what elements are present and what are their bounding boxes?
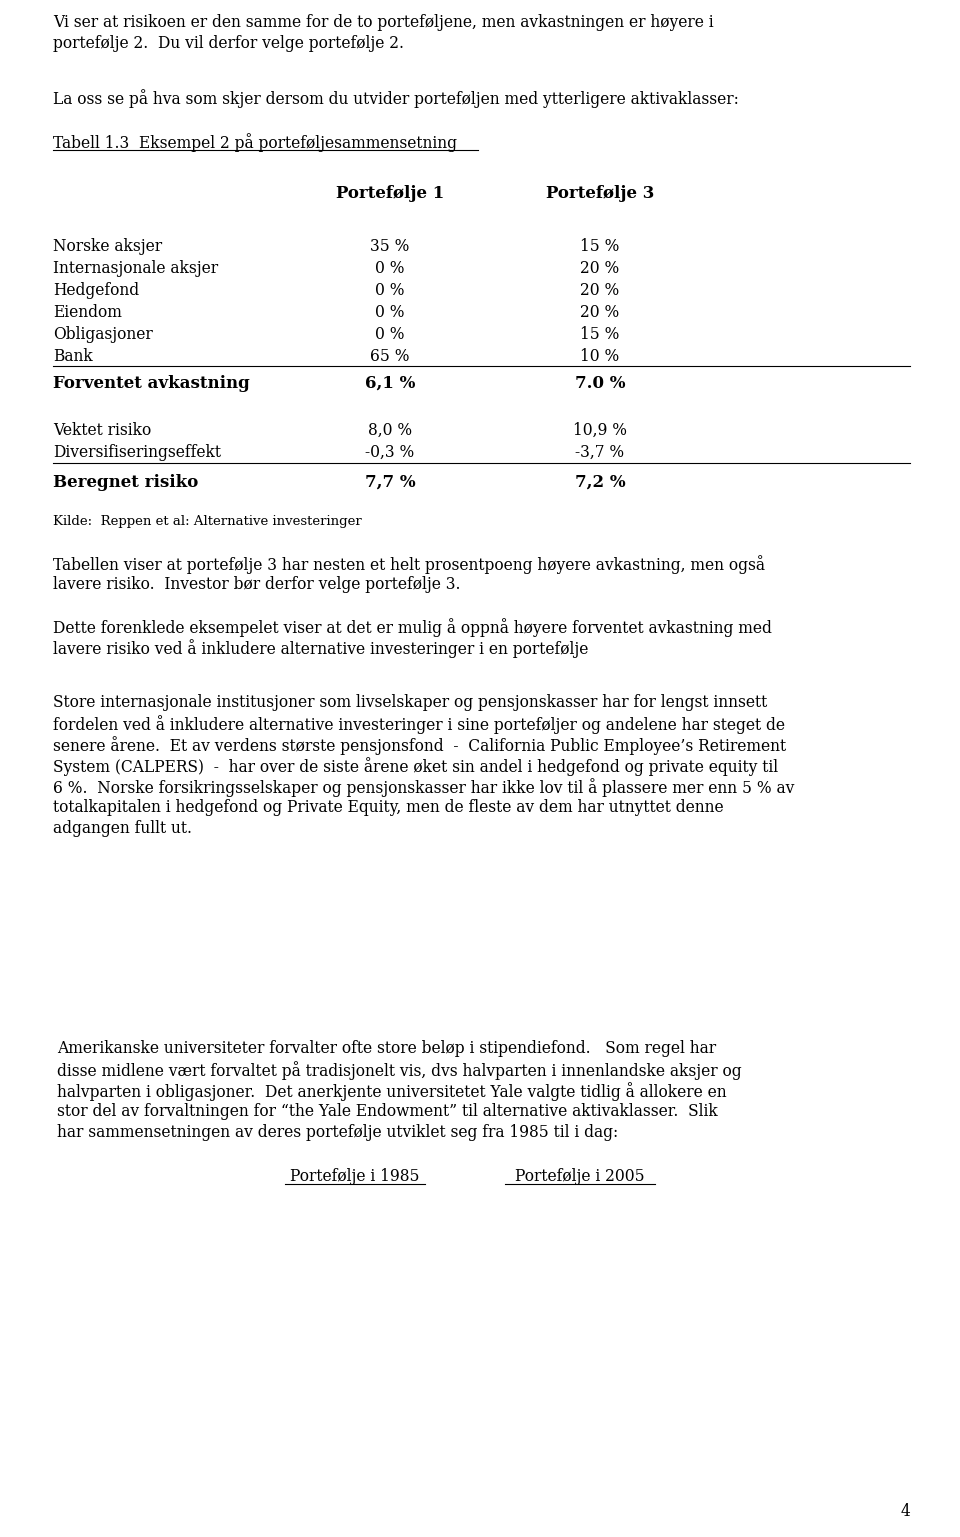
Text: fordelen ved å inkludere alternative investeringer i sine porteføljer og andelen: fordelen ved å inkludere alternative inv… <box>53 715 785 733</box>
Text: 7,7 %: 7,7 % <box>365 473 416 490</box>
Text: 0 %: 0 % <box>375 304 405 321</box>
Text: 6,1 %: 6,1 % <box>365 375 415 392</box>
Text: adgangen fullt ut.: adgangen fullt ut. <box>53 821 192 838</box>
Text: 0 %: 0 % <box>375 281 405 300</box>
Text: stor del av forvaltningen for “the Yale Endowment” til alternative aktivaklasser: stor del av forvaltningen for “the Yale … <box>57 1104 718 1120</box>
Text: lavere risiko.  Investor bør derfor velge portefølje 3.: lavere risiko. Investor bør derfor velge… <box>53 576 461 593</box>
Text: 15 %: 15 % <box>580 238 620 255</box>
Text: Dette forenklede eksempelet viser at det er mulig å oppnå høyere forventet avkas: Dette forenklede eksempelet viser at det… <box>53 618 772 636</box>
Text: 10 %: 10 % <box>581 347 619 364</box>
Text: Amerikanske universiteter forvalter ofte store beløp i stipendiefond.   Som rege: Amerikanske universiteter forvalter ofte… <box>57 1041 716 1057</box>
Text: Tabellen viser at portefølje 3 har nesten et helt prosentpoeng høyere avkastning: Tabellen viser at portefølje 3 har neste… <box>53 555 765 573</box>
Text: Portefølje i 1985: Portefølje i 1985 <box>290 1168 420 1185</box>
Text: 35 %: 35 % <box>371 238 410 255</box>
Text: 7.0 %: 7.0 % <box>575 375 625 392</box>
Text: -0,3 %: -0,3 % <box>366 444 415 461</box>
Text: 15 %: 15 % <box>580 326 620 343</box>
Text: Bank: Bank <box>53 347 93 364</box>
Text: Eiendom: Eiendom <box>53 304 122 321</box>
Text: 20 %: 20 % <box>581 281 619 300</box>
Text: 0 %: 0 % <box>375 260 405 277</box>
Text: halvparten i obligasjoner.  Det anerkjente universitetet Yale valgte tidlig å al: halvparten i obligasjoner. Det anerkjent… <box>57 1082 727 1100</box>
Text: 0 %: 0 % <box>375 326 405 343</box>
Text: 8,0 %: 8,0 % <box>368 423 412 440</box>
Text: Vektet risiko: Vektet risiko <box>53 423 152 440</box>
Text: 65 %: 65 % <box>371 347 410 364</box>
Text: System (CALPERS)  -  har over de siste årene øket sin andel i hedgefond og priva: System (CALPERS) - har over de siste åre… <box>53 758 779 776</box>
Text: La oss se på hva som skjer dersom du utvider porteføljen med ytterligere aktivak: La oss se på hva som skjer dersom du utv… <box>53 89 739 108</box>
Text: Portefølje 1: Portefølje 1 <box>336 184 444 201</box>
Text: har sammensetningen av deres portefølje utviklet seg fra 1985 til i dag:: har sammensetningen av deres portefølje … <box>57 1124 618 1140</box>
Text: 10,9 %: 10,9 % <box>573 423 627 440</box>
Text: 20 %: 20 % <box>581 304 619 321</box>
Text: totalkapitalen i hedgefond og Private Equity, men de fleste av dem har utnyttet : totalkapitalen i hedgefond og Private Eq… <box>53 799 724 816</box>
Text: 7,2 %: 7,2 % <box>575 473 625 490</box>
Text: Internasjonale aksjer: Internasjonale aksjer <box>53 260 218 277</box>
Text: Norske aksjer: Norske aksjer <box>53 238 162 255</box>
Text: Vi ser at risikoen er den samme for de to porteføljene, men avkastningen er høye: Vi ser at risikoen er den samme for de t… <box>53 14 713 31</box>
Text: senere årene.  Et av verdens største pensjonsfond  -  California Public Employee: senere årene. Et av verdens største pens… <box>53 736 786 755</box>
Text: Hedgefond: Hedgefond <box>53 281 139 300</box>
Text: Beregnet risiko: Beregnet risiko <box>53 473 199 490</box>
Text: lavere risiko ved å inkludere alternative investeringer i en portefølje: lavere risiko ved å inkludere alternativ… <box>53 639 588 658</box>
Text: 4: 4 <box>900 1503 910 1520</box>
Text: disse midlene vært forvaltet på tradisjonelt vis, dvs halvparten i innenlandske : disse midlene vært forvaltet på tradisjo… <box>57 1061 742 1081</box>
Text: -3,7 %: -3,7 % <box>575 444 625 461</box>
Text: Obligasjoner: Obligasjoner <box>53 326 153 343</box>
Text: portefølje 2.  Du vil derfor velge portefølje 2.: portefølje 2. Du vil derfor velge portef… <box>53 35 404 52</box>
Text: Tabell 1.3  Eksempel 2 på porteføljesammensetning: Tabell 1.3 Eksempel 2 på porteføljesamme… <box>53 134 457 152</box>
Text: 6 %.  Norske forsikringsselskaper og pensjonskasser har ikke lov til å plassere : 6 %. Norske forsikringsselskaper og pens… <box>53 778 794 796</box>
Text: Portefølje 3: Portefølje 3 <box>546 184 654 201</box>
Text: Store internasjonale institusjoner som livselskaper og pensjonskasser har for le: Store internasjonale institusjoner som l… <box>53 695 767 712</box>
Text: 20 %: 20 % <box>581 260 619 277</box>
Text: Kilde:  Reppen et al: Alternative investeringer: Kilde: Reppen et al: Alternative investe… <box>53 515 362 529</box>
Text: Forventet avkastning: Forventet avkastning <box>53 375 250 392</box>
Text: Portefølje i 2005: Portefølje i 2005 <box>516 1168 645 1185</box>
Text: Diversifiseringseffekt: Diversifiseringseffekt <box>53 444 221 461</box>
